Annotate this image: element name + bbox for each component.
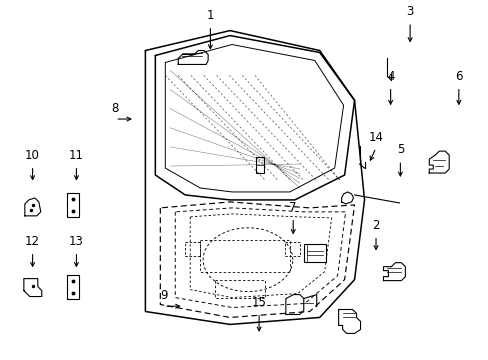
Text: 12: 12 <box>25 235 40 248</box>
Text: 3: 3 <box>406 5 413 18</box>
Text: 15: 15 <box>251 296 266 309</box>
Text: 8: 8 <box>111 102 119 115</box>
Text: 4: 4 <box>386 70 394 83</box>
Text: 7: 7 <box>289 201 296 214</box>
Text: 14: 14 <box>368 131 383 144</box>
Text: 9: 9 <box>160 289 167 302</box>
Text: 10: 10 <box>25 149 40 162</box>
Text: 11: 11 <box>69 149 84 162</box>
Text: 2: 2 <box>371 219 379 231</box>
Text: 6: 6 <box>454 70 462 83</box>
Text: 13: 13 <box>69 235 84 248</box>
Text: 1: 1 <box>206 9 214 22</box>
Text: 5: 5 <box>396 143 403 156</box>
